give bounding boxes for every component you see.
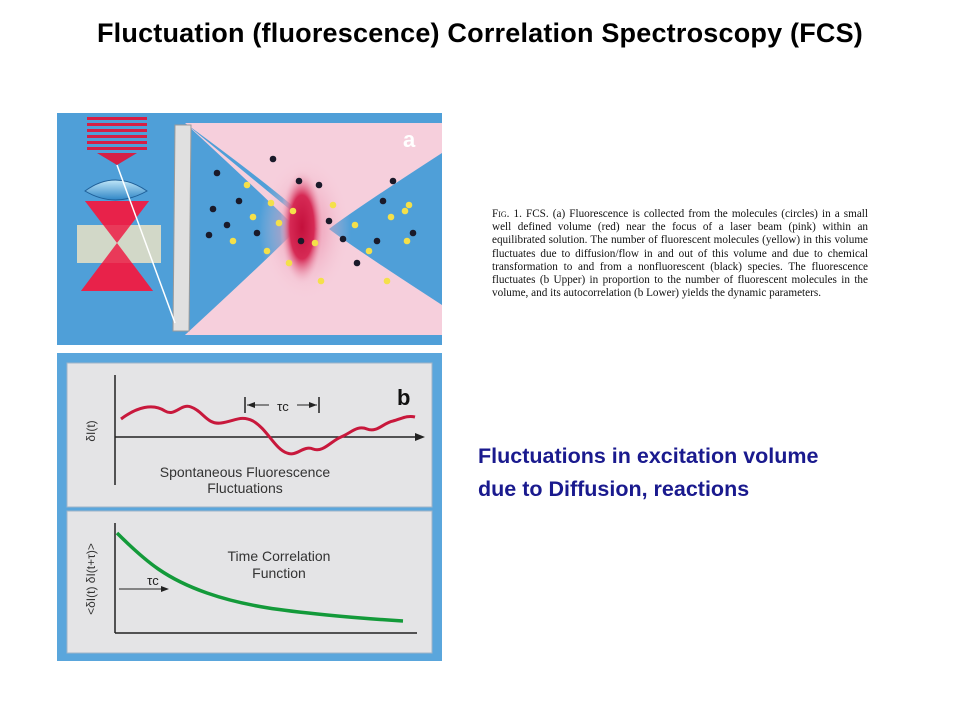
lower-caption-line1: Time Correlation (228, 548, 331, 564)
highlight-line1: Fluctuations in excitation volume (478, 444, 819, 468)
panel-a-label: a (403, 127, 416, 152)
lower-y-label: <δI(t) δI(t+τ)> (84, 543, 98, 615)
panel-b-upper-box (66, 362, 433, 508)
panel-b-label: b (397, 385, 410, 410)
tau-label-lower: τc (147, 573, 159, 588)
panel-b-lower-box (66, 510, 433, 654)
panel-a-illustration: a (57, 113, 442, 345)
sample-plane (77, 225, 161, 263)
nonfluorescent-molecules (205, 155, 417, 267)
beam-cone-right (329, 153, 442, 305)
cover-slip (172, 124, 192, 332)
highlight-text: Fluctuations in excitation volume due to… (478, 440, 958, 506)
lens-icon (84, 179, 148, 201)
upper-x-arrow (415, 433, 425, 441)
page-title: Fluctuation (fluorescence) Correlation S… (96, 18, 863, 48)
upper-caption-line1: Spontaneous Fluorescence (160, 464, 331, 480)
panel-b-plots: δI(t) τc Spontaneous Fluorescence Fluctu… (57, 353, 442, 661)
caption-fig-label: Fig. 1. (492, 208, 522, 220)
highlight-line2: due to Diffusion, reactions (478, 477, 750, 501)
fluctuation-curve (120, 404, 416, 456)
fluorescent-molecules (229, 181, 413, 285)
caption-text: FCS. (a) Fluorescence is collected from … (492, 208, 869, 300)
lower-caption-line2: Function (252, 565, 306, 581)
upper-caption-line2: Fluctuations (207, 480, 282, 496)
focus-volume (280, 169, 324, 285)
upper-y-label: δI(t) (84, 420, 98, 441)
figure-caption: Fig. 1. FCS. (a) Fluorescence is collect… (492, 208, 868, 300)
tau-label-upper: τc (277, 399, 289, 414)
correlation-curve (115, 531, 404, 623)
laser-lines-icon (87, 117, 147, 165)
